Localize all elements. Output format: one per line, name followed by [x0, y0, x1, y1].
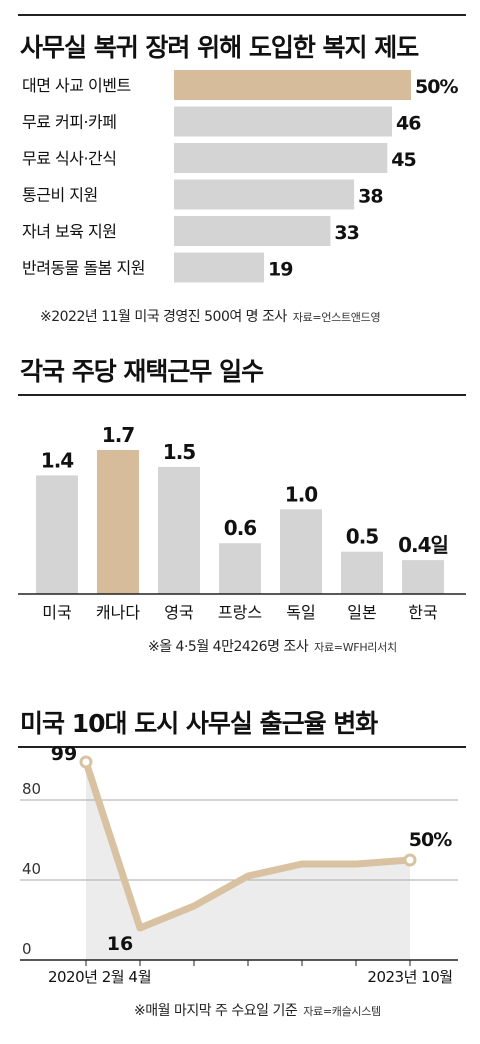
- section1-note: ※2022년 11월 미국 경영진 500여 명 조사 자료=언스트앤드영: [40, 306, 381, 326]
- bar: [402, 560, 444, 594]
- section2-note: ※올 4·5월 4만2426명 조사 자료=WFH리서치: [148, 636, 397, 656]
- section3-title: 미국 10대 도시 사무실 출근율 변화: [20, 709, 378, 738]
- bar: [174, 179, 355, 210]
- section1-note-text: ※2022년 11월 미국 경영진 500여 명 조사: [40, 309, 287, 325]
- value-label: 50%: [415, 76, 458, 98]
- y-tick-label: 0: [22, 940, 32, 958]
- section2-top-rule: [18, 394, 466, 396]
- bar: [36, 475, 78, 594]
- point-marker: [403, 853, 417, 867]
- section2-note-text: ※올 4·5월 4만2426명 조사: [148, 639, 309, 655]
- category-label: 캐나다: [96, 603, 140, 622]
- section2-source: 자료=WFH리서치: [314, 641, 397, 654]
- section1-source: 자료=언스트앤드영: [292, 311, 381, 324]
- value-label: 46: [396, 113, 421, 135]
- value-label: 19: [268, 259, 292, 281]
- office-occupancy-line-chart: 0 40 80 2020년 2월 4월 2023년 10월 99 16 50%: [20, 743, 458, 986]
- y-tick-label: 80: [22, 780, 41, 798]
- value-label: 1.7: [102, 423, 135, 447]
- section3-source: 자료=캐슬시스템: [303, 1005, 381, 1018]
- bar: [219, 543, 261, 594]
- point-label: 99: [51, 743, 77, 765]
- bar: [280, 509, 322, 594]
- value-label: 0.5: [346, 525, 379, 549]
- point-marker: [79, 755, 93, 769]
- value-label: 0.6: [224, 516, 257, 540]
- x-tick-label: 4월: [128, 968, 151, 986]
- y-tick-label: 40: [22, 860, 41, 878]
- welfare-bar-chart: 대면 사교 이벤트 50% 무료 커피·카페 46 무료 식사·간식 45 통근비 지원 38…: [22, 70, 459, 283]
- point-label: 16: [107, 933, 133, 955]
- value-label: 1.4: [41, 448, 74, 472]
- value-label: 1.0: [285, 482, 318, 506]
- bar: [158, 466, 200, 594]
- category-label: 영국: [164, 603, 193, 622]
- value-label: 38: [358, 186, 383, 208]
- category-label: 미국: [42, 603, 71, 622]
- point-label: 50%: [409, 829, 452, 851]
- category-label: 독일: [286, 603, 315, 622]
- section2-title: 각국 주당 재택근무 일수: [20, 357, 264, 386]
- category-label: 무료 식사·간식: [22, 149, 117, 168]
- section3-top-rule: [18, 746, 466, 748]
- section3-note: ※매월 마지막 주 수요일 기준 자료=캐슬시스템: [134, 1000, 381, 1020]
- category-label: 자녀 보육 지원: [22, 222, 117, 241]
- category-label: 프랑스: [218, 603, 262, 622]
- value-label: 0.4일: [398, 533, 448, 557]
- series-line: [82, 758, 414, 932]
- category-label: 한국: [408, 603, 437, 622]
- bar: [174, 70, 411, 100]
- x-tick-label: 2023년 10월: [367, 968, 452, 986]
- value-label: 33: [334, 222, 358, 244]
- section1-title: 사무실 복귀 장려 위해 도입한 복지 제도: [20, 33, 419, 62]
- area-fill: [86, 762, 410, 960]
- section1-top-rule: [18, 14, 466, 16]
- bar: [174, 106, 393, 137]
- category-label: 반려동물 돌봄 지원: [22, 259, 145, 278]
- bar: [174, 216, 331, 246]
- section3-note-text: ※매월 마지막 주 수요일 기준: [134, 1003, 298, 1019]
- bar: [174, 252, 265, 283]
- value-label: 1.5: [163, 440, 196, 464]
- category-label: 통근비 지원: [22, 186, 98, 205]
- category-label: 일본: [347, 603, 376, 622]
- bar: [341, 551, 383, 594]
- bar: [97, 450, 139, 594]
- category-label: 무료 커피·카페: [22, 113, 117, 132]
- category-label: 대면 사교 이벤트: [22, 76, 131, 95]
- bar: [174, 143, 388, 173]
- x-tick-label: 2020년 2월: [48, 968, 124, 986]
- value-label: 45: [391, 149, 415, 171]
